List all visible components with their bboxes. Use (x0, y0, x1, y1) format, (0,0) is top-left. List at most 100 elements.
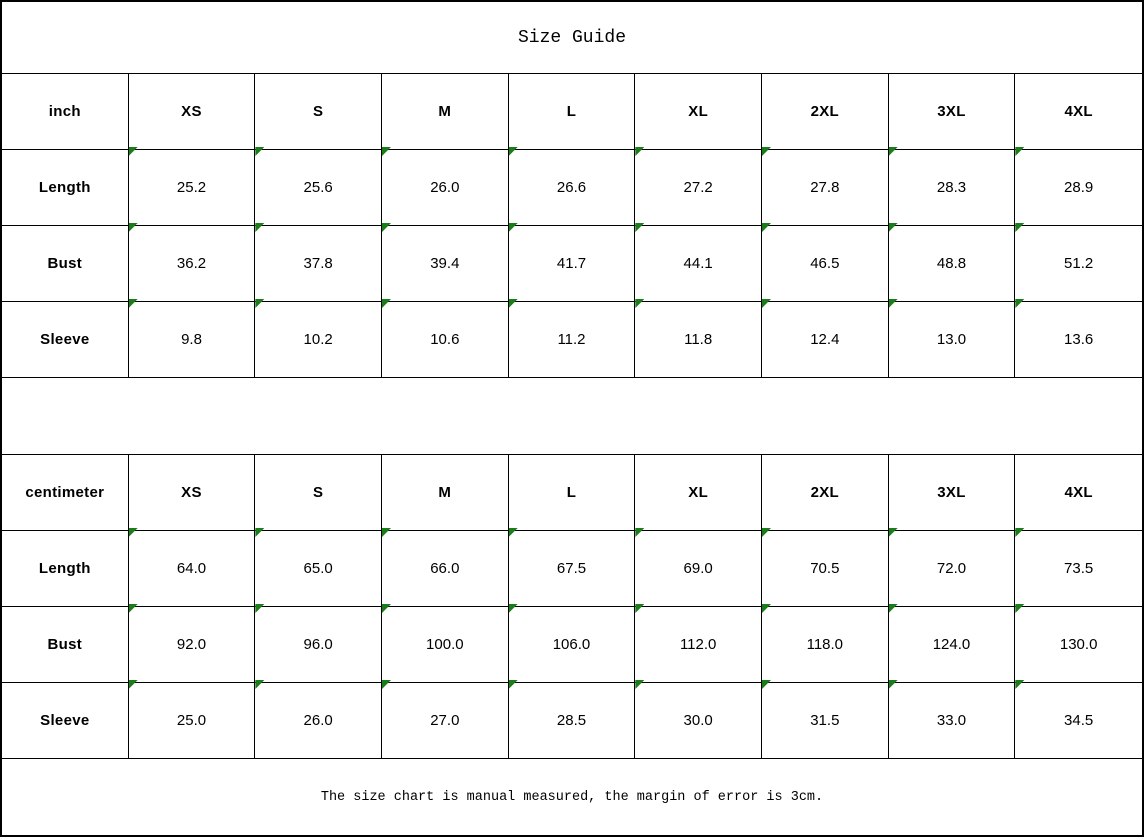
measurement-value-cell: 27.0 (381, 680, 509, 759)
measurement-value-cell: 26.6 (508, 147, 636, 226)
measurement-value: 9.8 (181, 331, 202, 348)
measurement-value-cell: 26.0 (381, 147, 509, 226)
measurement-value: 44.1 (683, 255, 713, 272)
measurement-value: 11.8 (684, 331, 713, 348)
measurement-label: Sleeve (2, 302, 129, 378)
measurement-value: 124.0 (932, 636, 971, 653)
measurement-value: 48.8 (936, 255, 967, 272)
measurement-value-cell: 66.0 (381, 528, 509, 607)
measurement-value: 27.2 (683, 179, 713, 196)
measurement-value: 25.0 (176, 712, 207, 729)
size-header-cell: XS (128, 455, 256, 531)
measurement-value: 12.4 (810, 331, 840, 348)
measurement-value: 67.5 (556, 560, 587, 577)
green-triangle-flag-icon (508, 528, 518, 537)
measurement-value-cell: 96.0 (255, 604, 382, 683)
green-triangle-flag-icon (255, 604, 265, 613)
measurement-value-cell: 39.4 (381, 223, 509, 302)
measurement-value: 66.0 (430, 560, 460, 577)
measurement-value-cell: 27.2 (635, 147, 762, 226)
green-triangle-flag-icon (635, 604, 645, 613)
measurement-value-cell: 25.6 (255, 147, 382, 226)
measurement-value-cell: 33.0 (888, 680, 1016, 759)
measurement-value: 26.6 (556, 179, 587, 196)
size-header-cell: M (381, 74, 509, 150)
size-header-cell: L (508, 74, 636, 150)
size-header-row: inch XS S M L XL 2XL 3XL 4XL (2, 74, 1142, 150)
green-triangle-flag-icon (635, 223, 645, 232)
size-header-cell: S (255, 455, 382, 531)
measurement-value: 26.0 (430, 179, 460, 196)
measurement-value-cell: 37.8 (255, 223, 382, 302)
measurement-value: 39.4 (430, 255, 460, 272)
measurement-value-cell: 11.8 (635, 299, 762, 378)
green-triangle-flag-icon (1015, 299, 1025, 308)
green-triangle-flag-icon (508, 680, 518, 689)
measurement-value: 100.0 (426, 636, 464, 653)
green-triangle-flag-icon (128, 147, 138, 156)
green-triangle-flag-icon (128, 223, 138, 232)
measurement-value: 51.2 (1064, 255, 1094, 272)
measurement-value-cell: 10.6 (381, 299, 509, 378)
measurement-value: 27.0 (430, 712, 460, 729)
measurement-value-cell: 48.8 (888, 223, 1016, 302)
spacer-row (2, 378, 1142, 455)
measurement-value-cell: 44.1 (635, 223, 762, 302)
measurement-value-cell: 10.2 (255, 299, 382, 378)
measurement-value-cell: 65.0 (255, 528, 382, 607)
measurement-value: 46.5 (810, 255, 840, 272)
measurement-value-cell: 112.0 (635, 604, 762, 683)
green-triangle-flag-icon (1015, 680, 1025, 689)
measurement-value: 28.9 (1064, 179, 1094, 196)
measurement-value: 112.0 (679, 636, 717, 653)
measurement-value-cell: 28.5 (508, 680, 636, 759)
green-triangle-flag-icon (761, 147, 771, 156)
green-triangle-flag-icon (508, 147, 518, 156)
measurement-value: 118.0 (806, 636, 844, 653)
measurement-value: 25.6 (303, 179, 333, 196)
measurement-value-cell: 9.8 (128, 299, 256, 378)
measurement-value: 130.0 (1059, 636, 1098, 653)
measurement-label: Length (2, 531, 129, 607)
spacer-cell (2, 378, 1142, 455)
measurement-value: 10.6 (430, 331, 460, 348)
footer-row: The size chart is manual measured, the m… (2, 759, 1142, 835)
green-triangle-flag-icon (255, 528, 265, 537)
measurement-value-cell: 28.9 (1015, 147, 1142, 226)
measurement-value-cell: 30.0 (635, 680, 762, 759)
green-triangle-flag-icon (381, 299, 391, 308)
green-triangle-flag-icon (888, 680, 898, 689)
size-header-cell: 3XL (888, 455, 1016, 531)
measurement-value: 70.5 (810, 560, 840, 577)
measurement-value-cell: 124.0 (888, 604, 1016, 683)
measurement-value-cell: 92.0 (128, 604, 256, 683)
green-triangle-flag-icon (1015, 528, 1025, 537)
size-header-cell: M (381, 455, 509, 531)
measurement-value-cell: 69.0 (635, 528, 762, 607)
measurement-value-cell: 31.5 (761, 680, 889, 759)
green-triangle-flag-icon (761, 604, 771, 613)
measurement-value-cell: 36.2 (128, 223, 256, 302)
green-triangle-flag-icon (381, 680, 391, 689)
green-triangle-flag-icon (508, 604, 518, 613)
size-header-cell: S (255, 74, 382, 150)
size-header-cell: 4XL (1015, 455, 1142, 531)
measurement-row: Sleeve 9.8 10.2 10.6 11.2 11.8 12.4 13.0 13.6 (2, 299, 1142, 378)
measurement-label: Bust (2, 226, 129, 302)
green-triangle-flag-icon (128, 528, 138, 537)
measurement-value: 92.0 (176, 636, 207, 653)
green-triangle-flag-icon (381, 528, 391, 537)
green-triangle-flag-icon (128, 299, 138, 308)
measurement-value-cell: 130.0 (1015, 604, 1142, 683)
green-triangle-flag-icon (381, 604, 391, 613)
measurement-label: Bust (2, 607, 129, 683)
green-triangle-flag-icon (888, 147, 898, 156)
measurement-row: Bust 92.0 96.0 100.0 106.0 112.0 118.0 124.0 130… (2, 604, 1142, 683)
size-header-cell: XL (635, 74, 762, 150)
unit-label: inch (2, 74, 129, 150)
green-triangle-flag-icon (508, 299, 518, 308)
green-triangle-flag-icon (255, 680, 265, 689)
measurement-value: 27.8 (810, 179, 840, 196)
measurement-value-cell: 28.3 (888, 147, 1016, 226)
measurement-value: 41.7 (556, 255, 587, 272)
